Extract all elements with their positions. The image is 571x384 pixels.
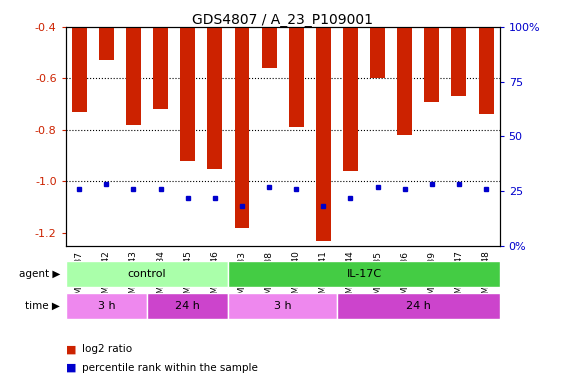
- Bar: [126, 27, 141, 125]
- Bar: [316, 27, 331, 241]
- Text: control: control: [128, 268, 166, 279]
- Text: 24 h: 24 h: [175, 301, 200, 311]
- Bar: [235, 27, 250, 228]
- Bar: [207, 27, 222, 169]
- Bar: [424, 27, 439, 101]
- Text: log2 ratio: log2 ratio: [82, 344, 132, 354]
- Text: ■: ■: [66, 363, 76, 373]
- Bar: [66, 293, 147, 319]
- Bar: [262, 27, 276, 68]
- Bar: [370, 27, 385, 78]
- Text: ■: ■: [66, 344, 76, 354]
- Bar: [452, 27, 467, 96]
- Bar: [289, 27, 304, 127]
- Text: agent ▶: agent ▶: [19, 268, 60, 279]
- Bar: [343, 27, 358, 171]
- Text: GDS4807 / A_23_P109001: GDS4807 / A_23_P109001: [192, 13, 373, 27]
- Text: 24 h: 24 h: [406, 301, 431, 311]
- Bar: [99, 27, 114, 60]
- Bar: [228, 261, 500, 286]
- Bar: [337, 293, 500, 319]
- Bar: [397, 27, 412, 135]
- Bar: [153, 27, 168, 109]
- Bar: [147, 293, 228, 319]
- Text: IL-17C: IL-17C: [347, 268, 381, 279]
- Text: percentile rank within the sample: percentile rank within the sample: [82, 363, 258, 373]
- Text: time ▶: time ▶: [25, 301, 60, 311]
- Text: 3 h: 3 h: [98, 301, 115, 311]
- Bar: [180, 27, 195, 161]
- Text: 3 h: 3 h: [274, 301, 291, 311]
- Bar: [478, 27, 493, 114]
- Bar: [228, 293, 337, 319]
- Bar: [66, 261, 228, 286]
- Bar: [72, 27, 87, 112]
